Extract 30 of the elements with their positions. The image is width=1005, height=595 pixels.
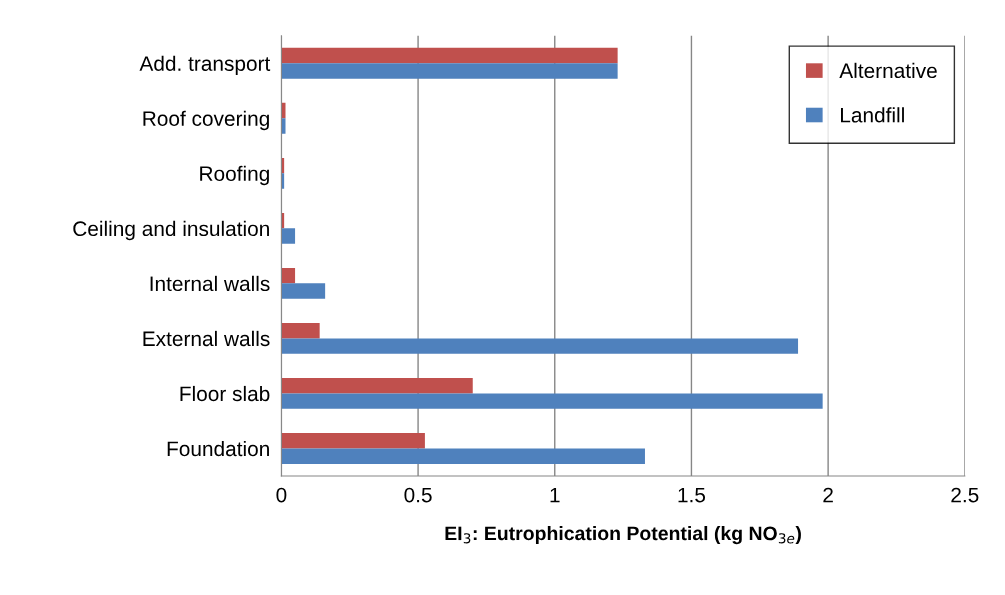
- bar: [281, 63, 618, 79]
- bar: [281, 338, 799, 354]
- bar: [281, 47, 618, 64]
- y-tick-label: Foundation: [167, 440, 269, 457]
- bar: [281, 267, 296, 284]
- bar: [281, 283, 326, 299]
- bar: [281, 393, 823, 409]
- bar: [281, 378, 473, 394]
- y-tick-label: Internal walls: [150, 275, 270, 292]
- y-tick-label: Add. transport: [139, 55, 271, 76]
- y-tick-label: Roof covering: [143, 110, 269, 131]
- y-tick-label: External walls: [143, 330, 270, 347]
- x-tick-label: 0: [276, 487, 287, 503]
- x-tick-label: 1: [550, 487, 560, 503]
- x-tick-label: 2.5: [951, 487, 979, 503]
- x-tick-label: 0.5: [404, 487, 432, 503]
- x-tick-label: 1.5: [678, 487, 706, 503]
- y-tick-label: Roofing: [200, 165, 269, 186]
- bar: [281, 118, 286, 134]
- x-axis-title: EI$_{3}$: Eutrophication Potential (kg NO$_{3e}$): [445, 525, 801, 545]
- bar: [281, 433, 425, 449]
- bar: [281, 228, 296, 244]
- y-tick-label: Ceiling and insulation: [73, 220, 269, 241]
- bar: [281, 323, 320, 339]
- bar: [281, 448, 645, 464]
- y-tick-label: Floor slab: [180, 385, 270, 402]
- bar: [281, 102, 286, 119]
- x-tick-label: 2: [823, 487, 833, 503]
- legend-label: Alternative: [839, 62, 937, 79]
- legend-label: Landfill: [841, 107, 904, 123]
